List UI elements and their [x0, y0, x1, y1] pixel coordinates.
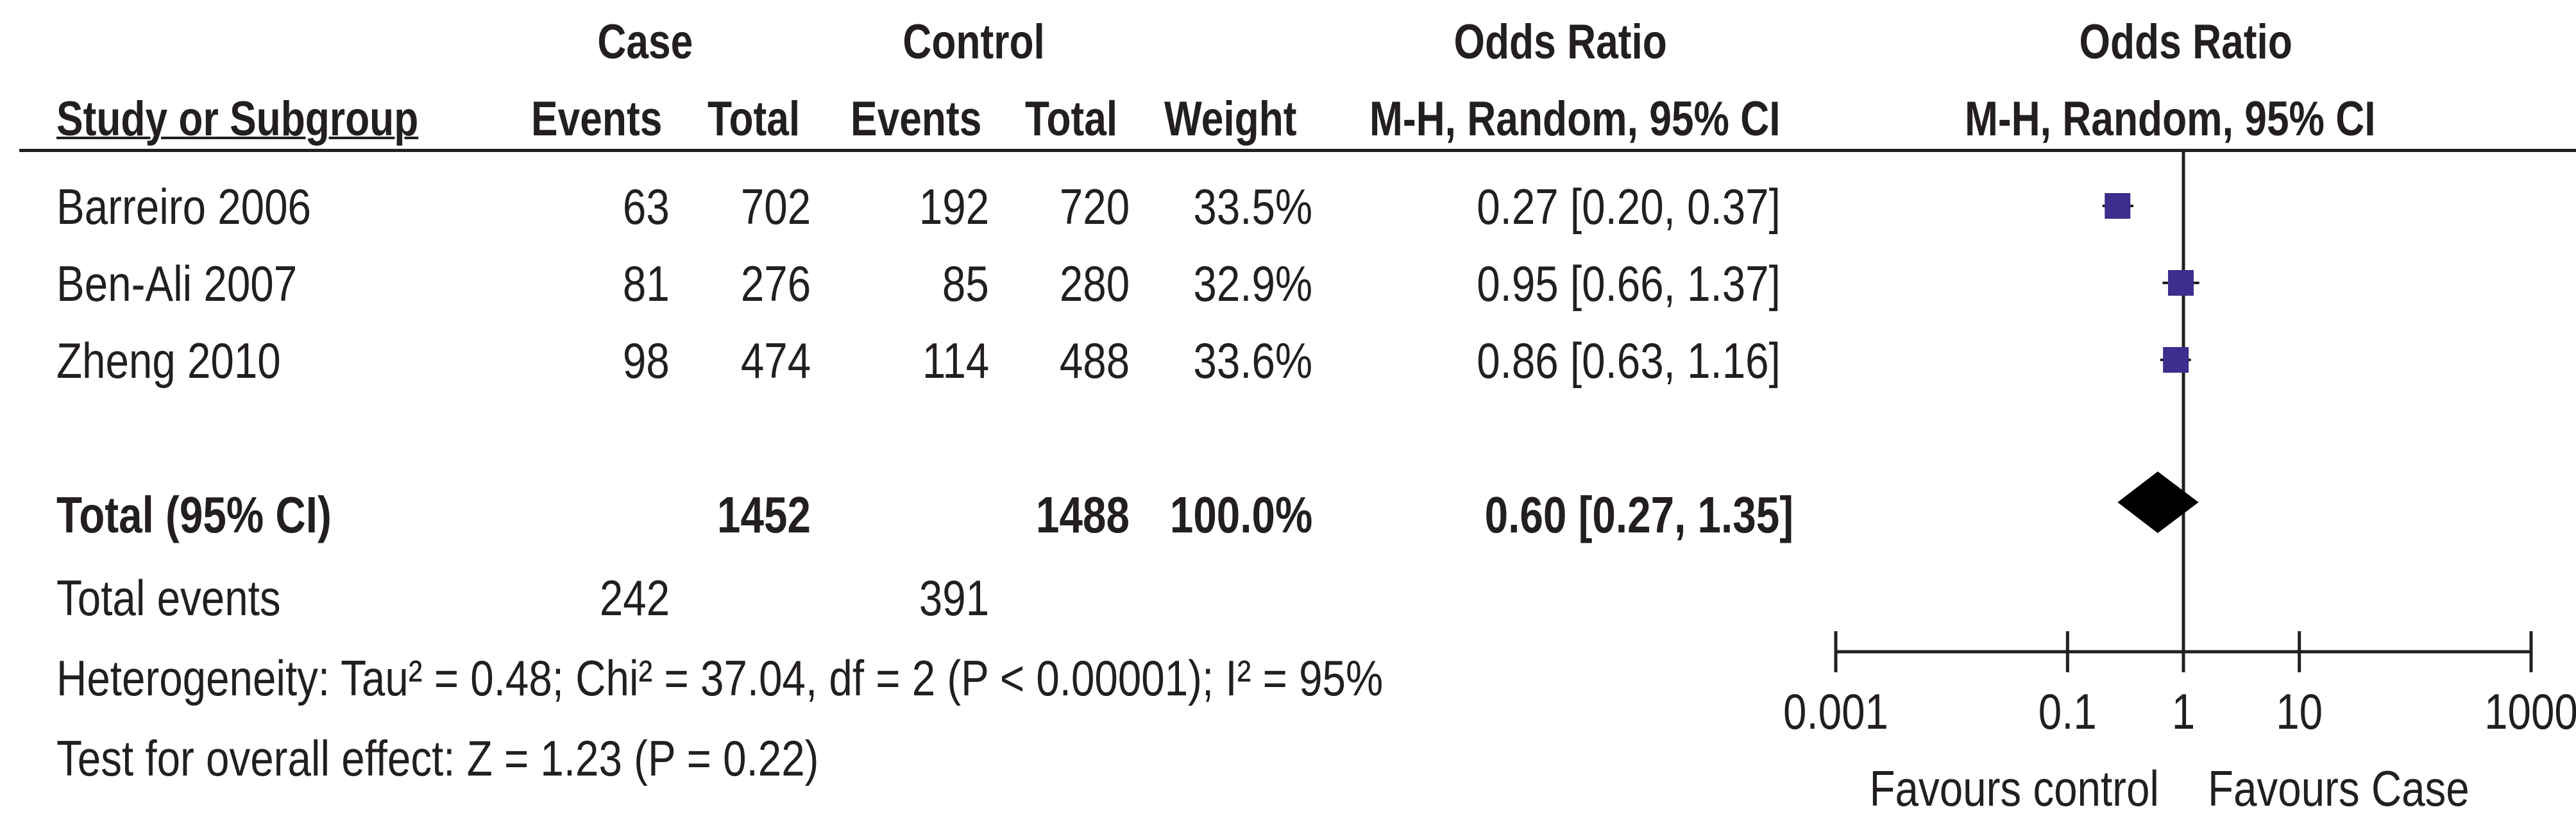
control-group-header: Control [902, 15, 1045, 69]
case-events: 98 [623, 332, 670, 389]
overall-effect-test: Test for overall effect: Z = 1.23 (P = 0… [56, 730, 819, 786]
x-tick-label: 0.001 [1783, 684, 1888, 740]
case-events: 81 [623, 255, 670, 312]
case-total-header: Total [708, 92, 801, 146]
control-events-header: Events [851, 92, 982, 146]
x-tick-label: 1000 [2484, 684, 2576, 740]
case-total-sum: 1452 [717, 486, 811, 543]
case-total: 702 [740, 178, 811, 235]
method-plot-header: M-H, Random, 95% CI [1965, 92, 2376, 146]
odds-ratio-plot-title: Odds Ratio [2079, 15, 2292, 69]
favours-control-label: Favours control [1870, 761, 2159, 817]
control-total: 280 [1059, 255, 1130, 312]
total-events-label: Total events [56, 570, 281, 626]
study-marker [2167, 270, 2194, 296]
weight-value: 33.6% [1193, 332, 1312, 389]
weight-header: Weight [1164, 92, 1297, 146]
weight-value: 33.5% [1193, 178, 1312, 235]
x-tick-label: 0.1 [2038, 684, 2097, 740]
control-total-header: Total [1025, 92, 1118, 146]
case-events-sum: 242 [599, 570, 670, 626]
total-weight: 100.0% [1169, 486, 1312, 543]
odds-ratio-ci: 0.95 [0.66, 1.37] [1477, 255, 1781, 312]
weight-value: 32.9% [1193, 255, 1312, 312]
control-events: 85 [942, 255, 989, 312]
favours-case-label: Favours Case [2208, 761, 2470, 817]
control-total: 720 [1059, 178, 1130, 235]
x-tick-label: 1 [2172, 684, 2195, 740]
case-total: 276 [740, 255, 811, 312]
total-label: Total (95% CI) [56, 486, 332, 543]
odds-ratio-table-title: Odds Ratio [1453, 15, 1667, 69]
odds-ratio-ci: 0.27 [0.20, 0.37] [1477, 178, 1781, 235]
study-name: Zheng 2010 [56, 332, 281, 389]
study-name: Ben-Ali 2007 [56, 255, 298, 312]
control-events-sum: 391 [919, 570, 989, 626]
study-name: Barreiro 2006 [56, 178, 311, 235]
case-events: 63 [623, 178, 670, 235]
x-tick-label: 10 [2276, 684, 2323, 740]
control-events: 192 [919, 178, 989, 235]
study-marker [2163, 347, 2189, 373]
case-events-header: Events [531, 92, 663, 146]
case-group-header: Case [597, 15, 693, 69]
control-total-sum: 1488 [1036, 486, 1130, 543]
pooled-diamond [2117, 471, 2199, 533]
heterogeneity-stats: Heterogeneity: Tau² = 0.48; Chi² = 37.04… [56, 650, 1384, 706]
pooled-odds-ratio-ci: 0.60 [0.27, 1.35] [1484, 486, 1793, 543]
control-total: 488 [1059, 332, 1130, 389]
study-column-header: Study or Subgroup [56, 92, 419, 146]
study-marker [2105, 193, 2131, 219]
control-events: 114 [922, 332, 989, 389]
odds-ratio-ci: 0.86 [0.63, 1.16] [1477, 332, 1781, 389]
method-table-header: M-H, Random, 95% CI [1369, 92, 1781, 146]
header-rule [19, 149, 2576, 152]
case-total: 474 [740, 332, 811, 389]
